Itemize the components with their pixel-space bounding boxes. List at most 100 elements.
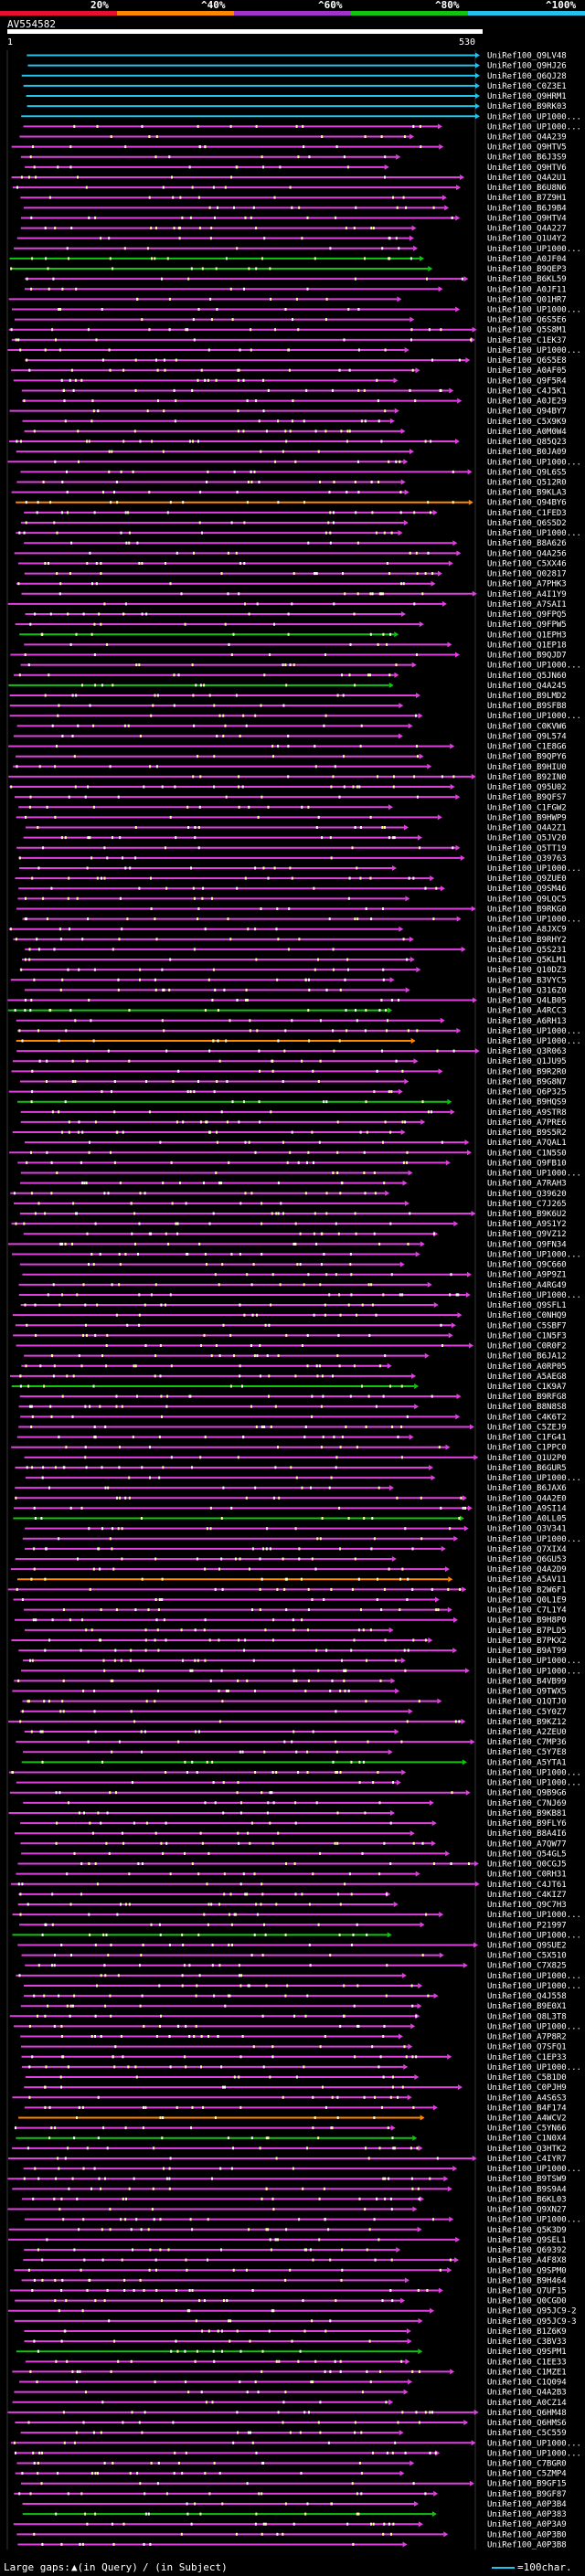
hit-label[interactable]: UniRef100_B9H464	[487, 2276, 567, 2285]
hit-label[interactable]: UniRef100_Q9FB10	[487, 1159, 567, 1168]
hit-label[interactable]: UniRef100_A0RP05	[487, 1362, 567, 1372]
hit-row[interactable]: UniRef100_C1FGW2	[18, 803, 567, 812]
hit-label[interactable]: UniRef100_A7RAH3	[487, 1180, 567, 1189]
hit-row[interactable]: UniRef100_A9SI14	[13, 1504, 567, 1513]
hit-label[interactable]: UniRef100_Q9FPW5	[487, 620, 567, 630]
hit-row[interactable]: UniRef100_UP1000...	[23, 2165, 581, 2174]
hit-row[interactable]: UniRef100_Q5S231	[25, 946, 567, 955]
hit-row[interactable]: UniRef100_Q1U2P0	[24, 1454, 567, 1463]
hit-row[interactable]: UniRef100_B9RHY2	[13, 936, 567, 945]
hit-row[interactable]: UniRef100_Q54GL5	[21, 1850, 567, 1859]
hit-row[interactable]: UniRef100_Q9FB10	[17, 1159, 567, 1168]
hit-row[interactable]: UniRef100_A4I1Y9	[21, 590, 567, 599]
hit-label[interactable]: UniRef100_B9AT99	[487, 1647, 567, 1656]
hit-row[interactable]: UniRef100_B9KZ12	[8, 1718, 567, 1727]
hit-row[interactable]: UniRef100_Q85Q23	[8, 438, 567, 447]
hit-label[interactable]: UniRef100_Q3HTK2	[487, 2145, 567, 2154]
hit-row[interactable]: UniRef100_Q7UF15	[9, 2286, 567, 2295]
hit-label[interactable]: UniRef100_B9HWP9	[487, 813, 567, 822]
hit-label[interactable]: UniRef100_C7NJ69	[487, 1799, 567, 1808]
hit-label[interactable]: UniRef100_UP1000...	[487, 1779, 581, 1788]
hit-row[interactable]: UniRef100_A8JXC9	[8, 926, 567, 935]
hit-row[interactable]: UniRef100_UP1000...	[12, 1911, 581, 1920]
hit-row[interactable]: UniRef100_C7J265	[13, 1200, 567, 1209]
hit-row[interactable]: UniRef100_Q9SFL1	[20, 1301, 567, 1310]
hit-row[interactable]: UniRef100_UP1000...	[25, 1474, 581, 1483]
hit-row[interactable]: UniRef100_Q95JC9-2	[7, 2307, 577, 2316]
hit-row[interactable]: UniRef100_A7QW77	[20, 1839, 567, 1849]
hit-label[interactable]: UniRef100_Q9L6S5	[487, 468, 567, 477]
hit-label[interactable]: UniRef100_B6J3S9	[487, 154, 567, 163]
hit-label[interactable]: UniRef100_P21997	[487, 1921, 567, 1930]
hit-label[interactable]: UniRef100_Q9F5R4	[487, 376, 567, 386]
hit-label[interactable]: UniRef100_B8A4I6	[487, 1829, 567, 1839]
hit-label[interactable]: UniRef100_B9TSW9	[487, 2175, 567, 2184]
hit-row[interactable]: UniRef100_B9K6U2	[19, 1210, 567, 1219]
hit-label[interactable]: UniRef100_UP1000...	[487, 122, 581, 132]
hit-row[interactable]: UniRef100_Q4A227	[20, 225, 567, 234]
hit-row[interactable]: UniRef100_Q5K3D9	[8, 2226, 567, 2235]
hit-row[interactable]: UniRef100_Q6S5D2	[20, 519, 567, 528]
hit-row[interactable]: UniRef100_A0M0W4	[24, 428, 567, 437]
hit-row[interactable]: UniRef100_B9G8N7	[19, 1077, 567, 1087]
hit-label[interactable]: UniRef100_B9RFG8	[487, 1393, 567, 1402]
hit-row[interactable]: UniRef100_UP1000...	[13, 2022, 581, 2031]
hit-label[interactable]: UniRef100_B6KL03	[487, 2195, 567, 2204]
hit-label[interactable]: UniRef100_A0P383	[487, 2510, 567, 2519]
hit-row[interactable]: UniRef100_A7RAH3	[20, 1180, 567, 1189]
hit-label[interactable]: UniRef100_C4J5K1	[487, 387, 567, 396]
hit-label[interactable]: UniRef100_C1N5S0	[487, 1149, 567, 1158]
hit-row[interactable]: UniRef100_UP1000...	[21, 112, 581, 122]
hit-row[interactable]: UniRef100_C7MP36	[16, 1738, 567, 1747]
hit-label[interactable]: UniRef100_Q8L3T8	[487, 2012, 567, 2021]
hit-label[interactable]: UniRef100_C1EK37	[487, 336, 567, 345]
hit-label[interactable]: UniRef100_B2W6F1	[487, 1585, 567, 1595]
hit-label[interactable]: UniRef100_A0JF04	[487, 255, 567, 264]
hit-label[interactable]: UniRef100_A4RCC3	[487, 1007, 567, 1016]
hit-label[interactable]: UniRef100_B7PKX2	[487, 1637, 567, 1646]
hit-row[interactable]: UniRef100_Q512R0	[16, 479, 567, 488]
hit-label[interactable]: UniRef100_Q1U4Y2	[487, 235, 567, 244]
hit-row[interactable]: UniRef100_Q9LV48	[27, 52, 567, 61]
hit-label[interactable]: UniRef100_UP1000...	[487, 2022, 581, 2031]
hit-row[interactable]: UniRef100_UP1000...	[16, 1972, 581, 1981]
hit-label[interactable]: UniRef100_A9SI14	[487, 1504, 567, 1513]
hit-row[interactable]: UniRef100_B9RK03	[27, 102, 567, 111]
hit-label[interactable]: UniRef100_UP1000...	[487, 2165, 581, 2174]
hit-row[interactable]: UniRef100_C5ZEJ9	[18, 1423, 567, 1432]
hit-row[interactable]: UniRef100_A0P383	[22, 2510, 567, 2519]
hit-label[interactable]: UniRef100_C1FGW2	[487, 803, 567, 812]
hit-row[interactable]: UniRef100_A0RP05	[21, 1362, 567, 1372]
hit-row[interactable]: UniRef100_B9H8P0	[14, 1617, 567, 1626]
hit-row[interactable]: UniRef100_Q9HTV4	[21, 214, 567, 223]
hit-row[interactable]: UniRef100_B7PKX2	[11, 1637, 567, 1646]
hit-row[interactable]: UniRef100_C4IYR7	[8, 2155, 567, 2164]
hit-row[interactable]: UniRef100_C1EE33	[25, 2358, 567, 2367]
hit-label[interactable]: UniRef100_UP1000...	[487, 1250, 581, 1259]
hit-label[interactable]: UniRef100_Q94BY7	[487, 408, 567, 417]
hit-label[interactable]: UniRef100_Q4A2U1	[487, 174, 567, 183]
hit-label[interactable]: UniRef100_B9G8N7	[487, 1077, 567, 1087]
hit-label[interactable]: UniRef100_Q95JC9-2	[487, 2307, 577, 2316]
hit-label[interactable]: UniRef100_Q69392	[487, 2246, 567, 2255]
hit-label[interactable]: UniRef100_A0LL05	[487, 1515, 567, 1524]
hit-row[interactable]: UniRef100_Q95JC9-3	[14, 2317, 577, 2327]
hit-row[interactable]: UniRef100_UP1000...	[23, 1982, 581, 1991]
hit-row[interactable]: UniRef100_A9P9Z1	[22, 1271, 567, 1280]
hit-row[interactable]: UniRef100_Q3R063	[16, 1047, 567, 1056]
hit-label[interactable]: UniRef100_Q9FPQ5	[487, 610, 567, 620]
hit-label[interactable]: UniRef100_A7QW77	[487, 1839, 567, 1849]
hit-row[interactable]: UniRef100_Q9SPM1	[16, 2348, 567, 2357]
hit-row[interactable]: UniRef100_UP1000...	[17, 1027, 581, 1036]
hit-label[interactable]: UniRef100_B6GUR5	[487, 1464, 567, 1473]
hit-row[interactable]: UniRef100_Q5JN60	[13, 672, 567, 681]
hit-label[interactable]: UniRef100_A0JE29	[487, 398, 567, 407]
hit-label[interactable]: UniRef100_A9P9Z1	[487, 1271, 567, 1280]
hit-label[interactable]: UniRef100_A4I1Y9	[487, 590, 567, 599]
hit-row[interactable]: UniRef100_C1Q094	[19, 2379, 567, 2388]
hit-label[interactable]: UniRef100_C5X510	[487, 1952, 567, 1961]
hit-label[interactable]: UniRef100_Q94BY6	[487, 499, 567, 508]
hit-row[interactable]: UniRef100_C5B1D0	[25, 2073, 567, 2083]
hit-row[interactable]: UniRef100_B9HQS9	[16, 1098, 567, 1108]
hit-row[interactable]: UniRef100_Q6S5E6	[14, 316, 567, 325]
